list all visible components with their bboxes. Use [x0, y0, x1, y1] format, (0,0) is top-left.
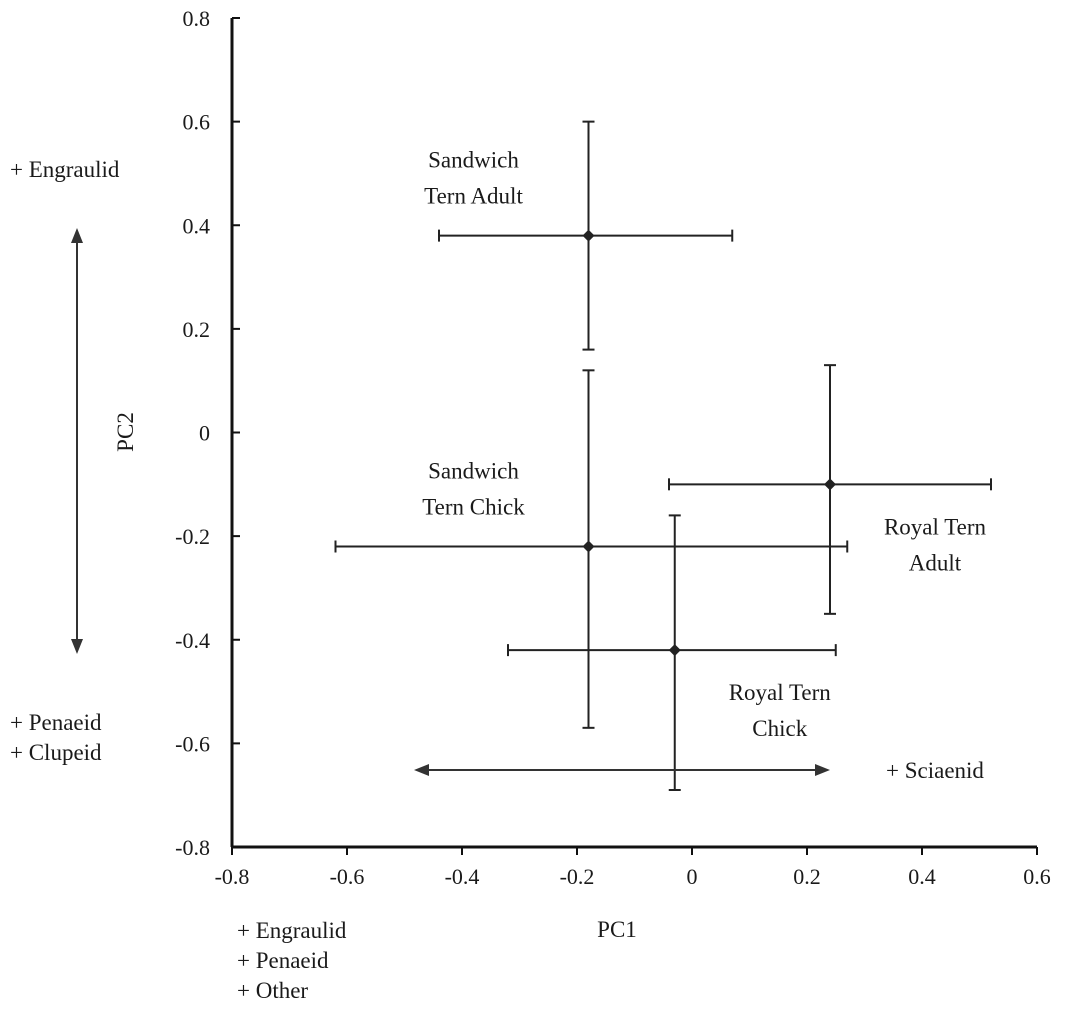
x-ticks: -0.8 -0.6 -0.4 -0.2 0 0.2 0.4 0.6	[215, 847, 1051, 889]
data-markers	[582, 229, 836, 657]
point-label: Royal Tern	[729, 680, 832, 705]
x-negative-annotation: + Engraulid	[237, 918, 347, 943]
x-positive-annotation: + Sciaenid	[886, 758, 984, 783]
x-negative-annotation: + Other	[237, 978, 308, 1003]
axes	[230, 18, 1037, 849]
y-tick-label: 0.4	[183, 213, 211, 238]
y-positive-annotation: + Engraulid	[10, 157, 120, 182]
x-negative-annotation: + Penaeid	[237, 948, 329, 973]
point-label: Tern Chick	[422, 494, 525, 519]
point-label: Chick	[752, 716, 807, 741]
y-tick-label: -0.4	[175, 628, 210, 653]
point-label: Tern Adult	[424, 184, 523, 209]
y-tick-label: 0	[199, 421, 210, 446]
direction-arrows	[71, 228, 830, 776]
x-tick-label: -0.6	[330, 864, 365, 889]
vertical-double-arrow	[71, 228, 83, 654]
horizontal-double-arrow	[414, 764, 830, 776]
x-tick-label: -0.4	[445, 864, 480, 889]
y-tick-label: 0.2	[183, 317, 211, 342]
y-tick-label: 0.8	[183, 6, 211, 31]
x-tick-label: -0.8	[215, 864, 250, 889]
x-tick-label: -0.2	[560, 864, 595, 889]
y-tick-label: -0.2	[175, 524, 210, 549]
y-axis-title: PC2	[113, 412, 138, 452]
y-negative-annotation: + Clupeid	[10, 740, 102, 765]
x-tick-label: 0	[687, 864, 698, 889]
data-point-marker	[582, 229, 595, 242]
data-point-marker	[824, 478, 836, 491]
x-tick-label: 0.2	[793, 864, 821, 889]
y-tick-label: -0.6	[175, 731, 210, 756]
error-bars	[334, 120, 992, 792]
y-tick-label: 0.6	[183, 110, 211, 135]
point-label: Adult	[909, 550, 962, 575]
x-axis-title: PC1	[597, 917, 637, 942]
point-label: Royal Tern	[884, 514, 987, 539]
annotations: + Engraulid + Penaeid + Clupeid + Engraulid…	[10, 157, 984, 1003]
y-tick-label: -0.8	[175, 835, 210, 860]
y-negative-annotation: + Penaeid	[10, 710, 102, 735]
point-label: Sandwich	[428, 458, 519, 483]
point-label: Sandwich	[428, 148, 519, 173]
data-point-marker	[668, 644, 681, 657]
point-labels: Sandwich Tern Adult Sandwich Tern Chick Roya…	[422, 148, 987, 741]
data-point-marker	[582, 540, 595, 553]
x-tick-label: 0.6	[1023, 864, 1051, 889]
y-ticks: -0.8 -0.6 -0.4 -0.2 0 0.2 0.4 0.6 0.8	[175, 6, 240, 860]
x-tick-label: 0.4	[908, 864, 936, 889]
